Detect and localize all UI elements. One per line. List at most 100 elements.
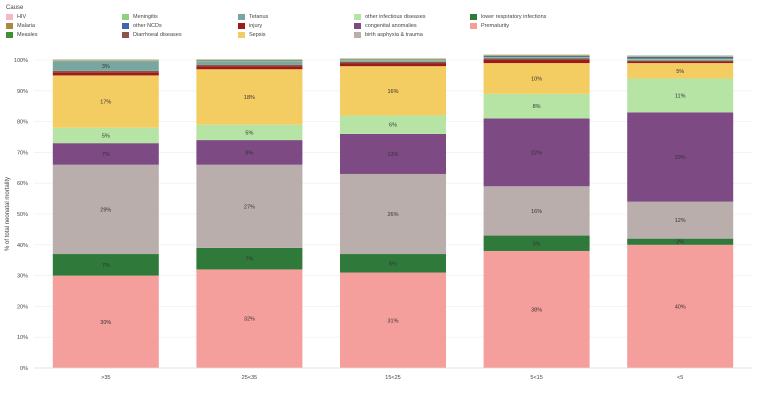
bar-segment-sepsis[interactable] bbox=[340, 66, 446, 116]
legend-item-lower-respiratory-infections[interactable]: lower respiratory infections bbox=[470, 12, 546, 21]
bar-segment-sepsis[interactable] bbox=[627, 63, 734, 79]
bar-segment-malaria[interactable] bbox=[340, 59, 446, 60]
bar-segment-lower-respiratory-infections[interactable] bbox=[196, 247, 303, 270]
y-tick-label: 80% bbox=[17, 120, 28, 126]
bar-segment-meningitis[interactable] bbox=[483, 56, 590, 58]
bar-segment-other-ncds[interactable] bbox=[627, 56, 734, 59]
bar-segment-malaria[interactable] bbox=[483, 55, 590, 56]
legend-swatch bbox=[122, 13, 129, 20]
bar-segment-other-infectious-diseases[interactable] bbox=[483, 93, 590, 119]
bar-segment-other-infectious-diseases[interactable] bbox=[52, 127, 159, 144]
bar-segment-injury[interactable] bbox=[340, 63, 446, 67]
data-label: 5% bbox=[676, 69, 684, 75]
legend-swatch bbox=[6, 13, 13, 20]
legend-item-diarrhoeal-diseases[interactable]: Diarrhoeal diseases bbox=[122, 30, 182, 39]
data-label: 26% bbox=[387, 212, 398, 218]
y-axis-title: % of total neonatal mortality bbox=[5, 177, 11, 251]
bar-segment-malaria[interactable] bbox=[52, 60, 159, 61]
data-label: 16% bbox=[531, 209, 542, 215]
legend-swatch bbox=[238, 31, 245, 38]
bar-segment-birth-asphyxia-trauma[interactable] bbox=[483, 186, 590, 236]
legend-swatch bbox=[122, 22, 129, 29]
bar-segment-congenital-anomalies[interactable] bbox=[196, 140, 303, 165]
bar-segment-birth-asphyxia-trauma[interactable] bbox=[627, 201, 734, 239]
legend-label: HIV bbox=[17, 13, 27, 20]
legend-swatch bbox=[354, 13, 361, 20]
bar-segment-tetanus[interactable] bbox=[483, 57, 590, 59]
bar-segment-tetanus[interactable] bbox=[196, 61, 303, 65]
data-label: 2% bbox=[676, 240, 684, 246]
bar-segment-tetanus[interactable] bbox=[340, 60, 446, 62]
bar-segment-tetanus[interactable] bbox=[627, 59, 734, 61]
data-label: 31% bbox=[387, 318, 398, 324]
bar-segment-sepsis[interactable] bbox=[196, 69, 303, 125]
bar-segment-sepsis[interactable] bbox=[483, 63, 590, 94]
x-tick-label: >35 bbox=[101, 375, 110, 381]
legend-item-congenital-anomalies[interactable]: congenital anomalies bbox=[354, 21, 417, 30]
bar-segment-other-infectious-diseases[interactable] bbox=[340, 115, 446, 134]
bar-segment-sepsis[interactable] bbox=[52, 75, 159, 128]
legend-label: Measles bbox=[17, 31, 38, 38]
bar-segment-congenital-anomalies[interactable] bbox=[483, 118, 590, 187]
legend-swatch bbox=[122, 31, 129, 38]
y-tick-label: 90% bbox=[17, 89, 28, 95]
bar-segment-injury[interactable] bbox=[483, 60, 590, 64]
bar-segment-other-infectious-diseases[interactable] bbox=[196, 124, 303, 141]
legend-item-other-ncds[interactable]: other NCDs bbox=[122, 21, 162, 30]
y-tick-label: 100% bbox=[14, 58, 28, 64]
legend-label: other NCDs bbox=[133, 22, 162, 29]
legend-item-meningitis[interactable]: Meningitis bbox=[122, 12, 158, 21]
y-tick-label: 30% bbox=[17, 274, 28, 280]
bar-segment-lower-respiratory-infections[interactable] bbox=[627, 238, 734, 245]
bar-segment-congenital-anomalies[interactable] bbox=[340, 133, 446, 174]
legend-item-sepsis[interactable]: Sepsis bbox=[238, 30, 266, 39]
bar-segment-lower-respiratory-infections[interactable] bbox=[483, 235, 590, 251]
bar-segment-birth-asphyxia-trauma[interactable] bbox=[340, 173, 446, 255]
bar-segment-prematurity[interactable] bbox=[627, 244, 734, 368]
bar-segment-congenital-anomalies[interactable] bbox=[627, 112, 734, 202]
bar-segment-lower-respiratory-infections[interactable] bbox=[52, 254, 159, 276]
bar-segment-other-ncds[interactable] bbox=[483, 55, 590, 57]
legend-item-hiv[interactable]: HIV bbox=[6, 12, 26, 21]
bar-segment-tetanus[interactable] bbox=[52, 61, 159, 71]
x-tick-label: 25<35 bbox=[242, 375, 257, 381]
legend-item-malaria[interactable]: Malaria bbox=[6, 21, 35, 30]
bar-segment-other-infectious-diseases[interactable] bbox=[627, 78, 734, 113]
bar-segment-diarrhoeal-diseases[interactable] bbox=[196, 64, 303, 67]
data-label: 27% bbox=[244, 204, 255, 210]
legend-item-prematurity[interactable]: Prematurity bbox=[470, 21, 509, 30]
bar-segment-birth-asphyxia-trauma[interactable] bbox=[52, 164, 159, 255]
legend-item-tetanus[interactable]: Tetanus bbox=[238, 12, 268, 21]
bar-segment-birth-asphyxia-trauma[interactable] bbox=[196, 164, 303, 248]
bar-segment-prematurity[interactable] bbox=[52, 275, 159, 368]
legend-item-birth-asphyxia-trauma[interactable]: birth asphyxia & trauma bbox=[354, 30, 423, 39]
bar-segment-malaria[interactable] bbox=[196, 60, 303, 61]
bar-segment-diarrhoeal-diseases[interactable] bbox=[340, 61, 446, 64]
bar-segment-meningitis[interactable] bbox=[627, 58, 734, 60]
bar-segment-lower-respiratory-infections[interactable] bbox=[340, 254, 446, 273]
bar-segment-diarrhoeal-diseases[interactable] bbox=[483, 58, 590, 60]
bar-segment-prematurity[interactable] bbox=[196, 269, 303, 368]
data-label: 10% bbox=[531, 76, 542, 82]
legend-swatch bbox=[470, 13, 477, 20]
legend-item-measles[interactable]: Measles bbox=[6, 30, 37, 39]
legend-label: Sepsis bbox=[249, 31, 266, 38]
bar-segment-congenital-anomalies[interactable] bbox=[52, 143, 159, 165]
legend-item-other-infectious-diseases[interactable]: other infectious diseases bbox=[354, 12, 426, 21]
legend-item-injury[interactable]: injury bbox=[238, 21, 262, 30]
bar-segment-injury[interactable] bbox=[196, 66, 303, 70]
bar-segment-diarrhoeal-diseases[interactable] bbox=[52, 70, 159, 73]
data-label: 13% bbox=[387, 152, 398, 158]
data-label: 5% bbox=[533, 241, 541, 247]
stacked-bar-chart: 30% 7% 29% 7% 5% 17% 3% 32% 7% 27% 8% 5% 18% 31% 6% 26%… bbox=[5, 54, 752, 381]
bar-segment-injury[interactable] bbox=[52, 72, 159, 76]
legend-label: other infectious diseases bbox=[365, 13, 426, 20]
y-tick-label: 50% bbox=[17, 212, 28, 218]
bar-segment-prematurity[interactable] bbox=[483, 250, 590, 368]
bar-segment-diarrhoeal-diseases[interactable] bbox=[627, 60, 734, 62]
bar-segment-malaria[interactable] bbox=[627, 56, 734, 57]
bar-segment-injury[interactable] bbox=[627, 61, 734, 64]
bar-segment-prematurity[interactable] bbox=[340, 272, 446, 368]
data-label: 8% bbox=[533, 104, 541, 110]
legend-swatch bbox=[470, 22, 477, 29]
